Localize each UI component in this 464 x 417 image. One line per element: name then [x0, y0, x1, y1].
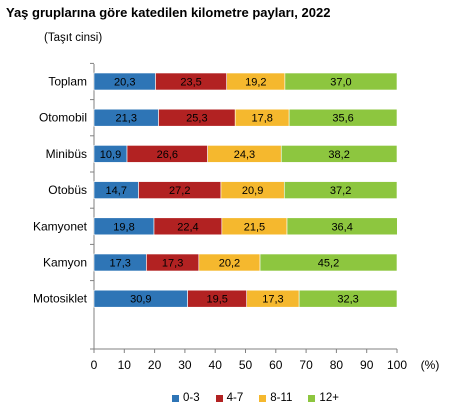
bar-segment	[259, 253, 398, 272]
category-label: Minibüs	[46, 147, 87, 161]
legend-swatch	[259, 394, 267, 402]
data-label: 20,3	[114, 77, 135, 89]
chart-subtitle: (Taşıt cinsi)	[44, 32, 103, 44]
data-label: 19,8	[113, 221, 134, 233]
data-label: 20,9	[242, 185, 263, 197]
category-label: Motosiklet	[33, 292, 88, 306]
data-label: 17,8	[251, 113, 272, 125]
legend-swatch	[172, 394, 179, 402]
data-label: 14,7	[106, 185, 127, 197]
x-tick-label: 80	[330, 358, 344, 372]
category-label: Otomobil	[39, 111, 87, 125]
data-label: 37,0	[330, 77, 351, 89]
data-label: 19,2	[245, 77, 266, 89]
data-label: 32,3	[337, 294, 358, 306]
legend-item-4-7: 4-7	[215, 392, 244, 404]
legend-swatch	[308, 394, 316, 402]
data-label: 36,4	[331, 221, 352, 233]
data-label: 38,2	[328, 149, 349, 161]
category-label: Kamyonet	[33, 219, 88, 233]
chart-title: Yaş gruplarına göre katedilen kilometre …	[6, 5, 331, 20]
data-label: 21,3	[116, 113, 137, 125]
x-tick-label: 90	[360, 358, 374, 372]
data-label: 35,6	[332, 113, 353, 125]
x-tick-label: 10	[118, 358, 132, 372]
bar-segment	[284, 72, 398, 91]
data-label: 24,3	[234, 149, 255, 161]
legend-item-0-3: 0-3	[172, 392, 200, 404]
data-label: 17,3	[262, 294, 283, 306]
data-label: 10,9	[100, 149, 121, 161]
bar-segment	[288, 108, 398, 127]
data-label: 17,3	[109, 258, 130, 270]
data-label: 25,3	[186, 113, 207, 125]
data-label: 20,2	[219, 258, 240, 270]
x-tick-label: 50	[239, 358, 253, 372]
legend-item-12plus: 12+	[308, 392, 339, 404]
x-tick-label: 100	[387, 358, 407, 372]
data-label: 17,3	[162, 258, 183, 270]
bar-segment	[280, 145, 398, 163]
legend: 0-3 4-7 8-11 12+	[172, 392, 339, 404]
x-tick-label: 30	[178, 358, 192, 372]
data-label: 27,2	[169, 185, 190, 197]
data-label: 26,6	[157, 149, 178, 161]
legend-label: 4-7	[226, 392, 244, 404]
legend-label: 8-11	[270, 392, 293, 404]
x-tick-label: 0	[91, 358, 98, 372]
data-label: 21,5	[244, 221, 265, 233]
data-label: 37,2	[330, 185, 351, 197]
category-label: Toplam	[48, 75, 87, 89]
legend-swatch	[215, 394, 223, 402]
legend-item-8-11: 8-11	[259, 392, 292, 404]
x-tick-label: 60	[269, 358, 283, 372]
data-label: 23,5	[180, 77, 201, 89]
data-label: 22,4	[177, 221, 198, 233]
data-label: 19,5	[206, 294, 227, 306]
data-label: 45,2	[318, 258, 339, 270]
x-tick-label: 40	[209, 358, 223, 372]
data-label: 30,9	[130, 294, 151, 306]
legend-label: 0-3	[183, 392, 200, 404]
legend-label: 12+	[319, 392, 339, 404]
bar-segment	[283, 181, 398, 199]
bar-segment	[298, 289, 398, 308]
category-label: Otobüs	[48, 183, 87, 197]
x-tick-label: 70	[299, 358, 313, 372]
x-tick-label: 20	[148, 358, 162, 372]
bar-segment	[286, 217, 398, 236]
x-unit-label: (%)	[421, 358, 440, 372]
category-label: Kamyon	[43, 256, 87, 270]
